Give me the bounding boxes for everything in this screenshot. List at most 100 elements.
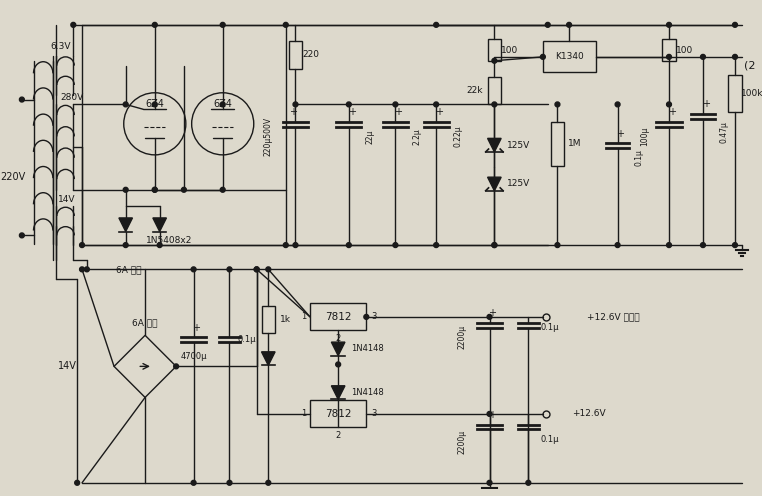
Bar xyxy=(662,39,676,61)
Circle shape xyxy=(152,187,157,192)
Circle shape xyxy=(220,187,225,192)
Circle shape xyxy=(227,267,232,272)
Circle shape xyxy=(220,22,225,27)
Text: +: + xyxy=(668,107,676,117)
Circle shape xyxy=(492,102,497,107)
Text: +: + xyxy=(394,107,402,117)
Bar xyxy=(551,122,564,166)
Text: 0.22μ: 0.22μ xyxy=(453,125,462,147)
Circle shape xyxy=(71,22,75,27)
Circle shape xyxy=(283,22,288,27)
Text: 6Z4: 6Z4 xyxy=(213,99,232,110)
Text: +: + xyxy=(289,107,296,117)
Circle shape xyxy=(487,480,492,485)
Text: 1N4148: 1N4148 xyxy=(351,388,383,397)
Circle shape xyxy=(487,412,492,416)
Circle shape xyxy=(555,243,560,248)
Text: 1N5408x2: 1N5408x2 xyxy=(146,236,193,245)
Text: +12.6V: +12.6V xyxy=(572,409,606,419)
Circle shape xyxy=(434,243,439,248)
Circle shape xyxy=(266,267,271,272)
Text: 6Z4: 6Z4 xyxy=(146,99,165,110)
Text: K1340: K1340 xyxy=(555,53,584,62)
Bar xyxy=(728,75,741,112)
Circle shape xyxy=(393,102,398,107)
Circle shape xyxy=(667,22,671,27)
Circle shape xyxy=(157,243,162,248)
Text: 100: 100 xyxy=(501,46,518,55)
Text: 1M: 1M xyxy=(568,139,581,148)
Circle shape xyxy=(667,55,671,60)
Circle shape xyxy=(555,102,560,107)
Circle shape xyxy=(255,267,259,272)
Circle shape xyxy=(293,243,298,248)
Circle shape xyxy=(732,55,738,60)
Text: 2200μ: 2200μ xyxy=(458,325,467,349)
Circle shape xyxy=(181,187,187,192)
Text: 2.2μ: 2.2μ xyxy=(412,128,421,145)
Text: 7812: 7812 xyxy=(325,409,351,419)
Text: +: + xyxy=(488,308,496,318)
Text: 7812: 7812 xyxy=(325,312,351,322)
Polygon shape xyxy=(153,218,166,232)
Text: 280V: 280V xyxy=(61,93,84,102)
Text: 22μ: 22μ xyxy=(366,129,375,144)
Circle shape xyxy=(75,480,79,485)
Text: 1k: 1k xyxy=(280,315,291,324)
Text: 0.47μ: 0.47μ xyxy=(720,121,728,142)
Text: 220V: 220V xyxy=(1,172,26,182)
Text: 125V: 125V xyxy=(507,180,530,188)
Circle shape xyxy=(347,243,351,248)
Circle shape xyxy=(79,243,85,248)
Bar xyxy=(543,41,596,72)
Text: 3: 3 xyxy=(371,409,376,419)
Text: 1N4148: 1N4148 xyxy=(351,344,383,354)
Circle shape xyxy=(123,102,128,107)
Circle shape xyxy=(152,102,157,107)
Circle shape xyxy=(283,243,288,248)
Text: 14V: 14V xyxy=(58,362,77,372)
Text: +12.6V 弦乐。: +12.6V 弦乐。 xyxy=(587,312,639,321)
Circle shape xyxy=(492,243,497,248)
Circle shape xyxy=(540,55,546,60)
Circle shape xyxy=(667,243,671,248)
Circle shape xyxy=(266,480,271,485)
Circle shape xyxy=(347,102,351,107)
Text: 2200μ: 2200μ xyxy=(458,430,467,454)
Circle shape xyxy=(20,97,24,102)
Text: 4700μ: 4700μ xyxy=(181,352,207,361)
Circle shape xyxy=(393,243,398,248)
Text: 3: 3 xyxy=(371,312,376,321)
Circle shape xyxy=(434,22,439,27)
Text: 22k: 22k xyxy=(466,86,483,95)
Text: +: + xyxy=(193,322,200,332)
Polygon shape xyxy=(261,352,275,366)
Circle shape xyxy=(255,267,259,272)
Circle shape xyxy=(700,243,706,248)
Text: +: + xyxy=(347,107,356,117)
Text: 1: 1 xyxy=(301,312,306,321)
Text: 125V: 125V xyxy=(507,141,530,150)
Text: 1: 1 xyxy=(301,409,306,419)
Bar xyxy=(261,306,275,333)
Circle shape xyxy=(667,102,671,107)
Circle shape xyxy=(364,314,369,319)
Text: 0.1μ: 0.1μ xyxy=(635,149,643,166)
Circle shape xyxy=(85,267,89,272)
Text: 2: 2 xyxy=(335,334,341,343)
Circle shape xyxy=(700,55,706,60)
Text: +: + xyxy=(435,107,443,117)
Text: 2: 2 xyxy=(335,431,341,440)
Circle shape xyxy=(123,243,128,248)
Circle shape xyxy=(492,243,497,248)
Circle shape xyxy=(487,314,492,319)
Circle shape xyxy=(732,22,738,27)
Text: 0.1μ: 0.1μ xyxy=(540,434,559,443)
Polygon shape xyxy=(488,138,501,152)
Text: 220μ500V: 220μ500V xyxy=(264,117,273,156)
Circle shape xyxy=(615,243,620,248)
Circle shape xyxy=(152,22,157,27)
Circle shape xyxy=(546,22,550,27)
Circle shape xyxy=(20,233,24,238)
Circle shape xyxy=(191,480,196,485)
